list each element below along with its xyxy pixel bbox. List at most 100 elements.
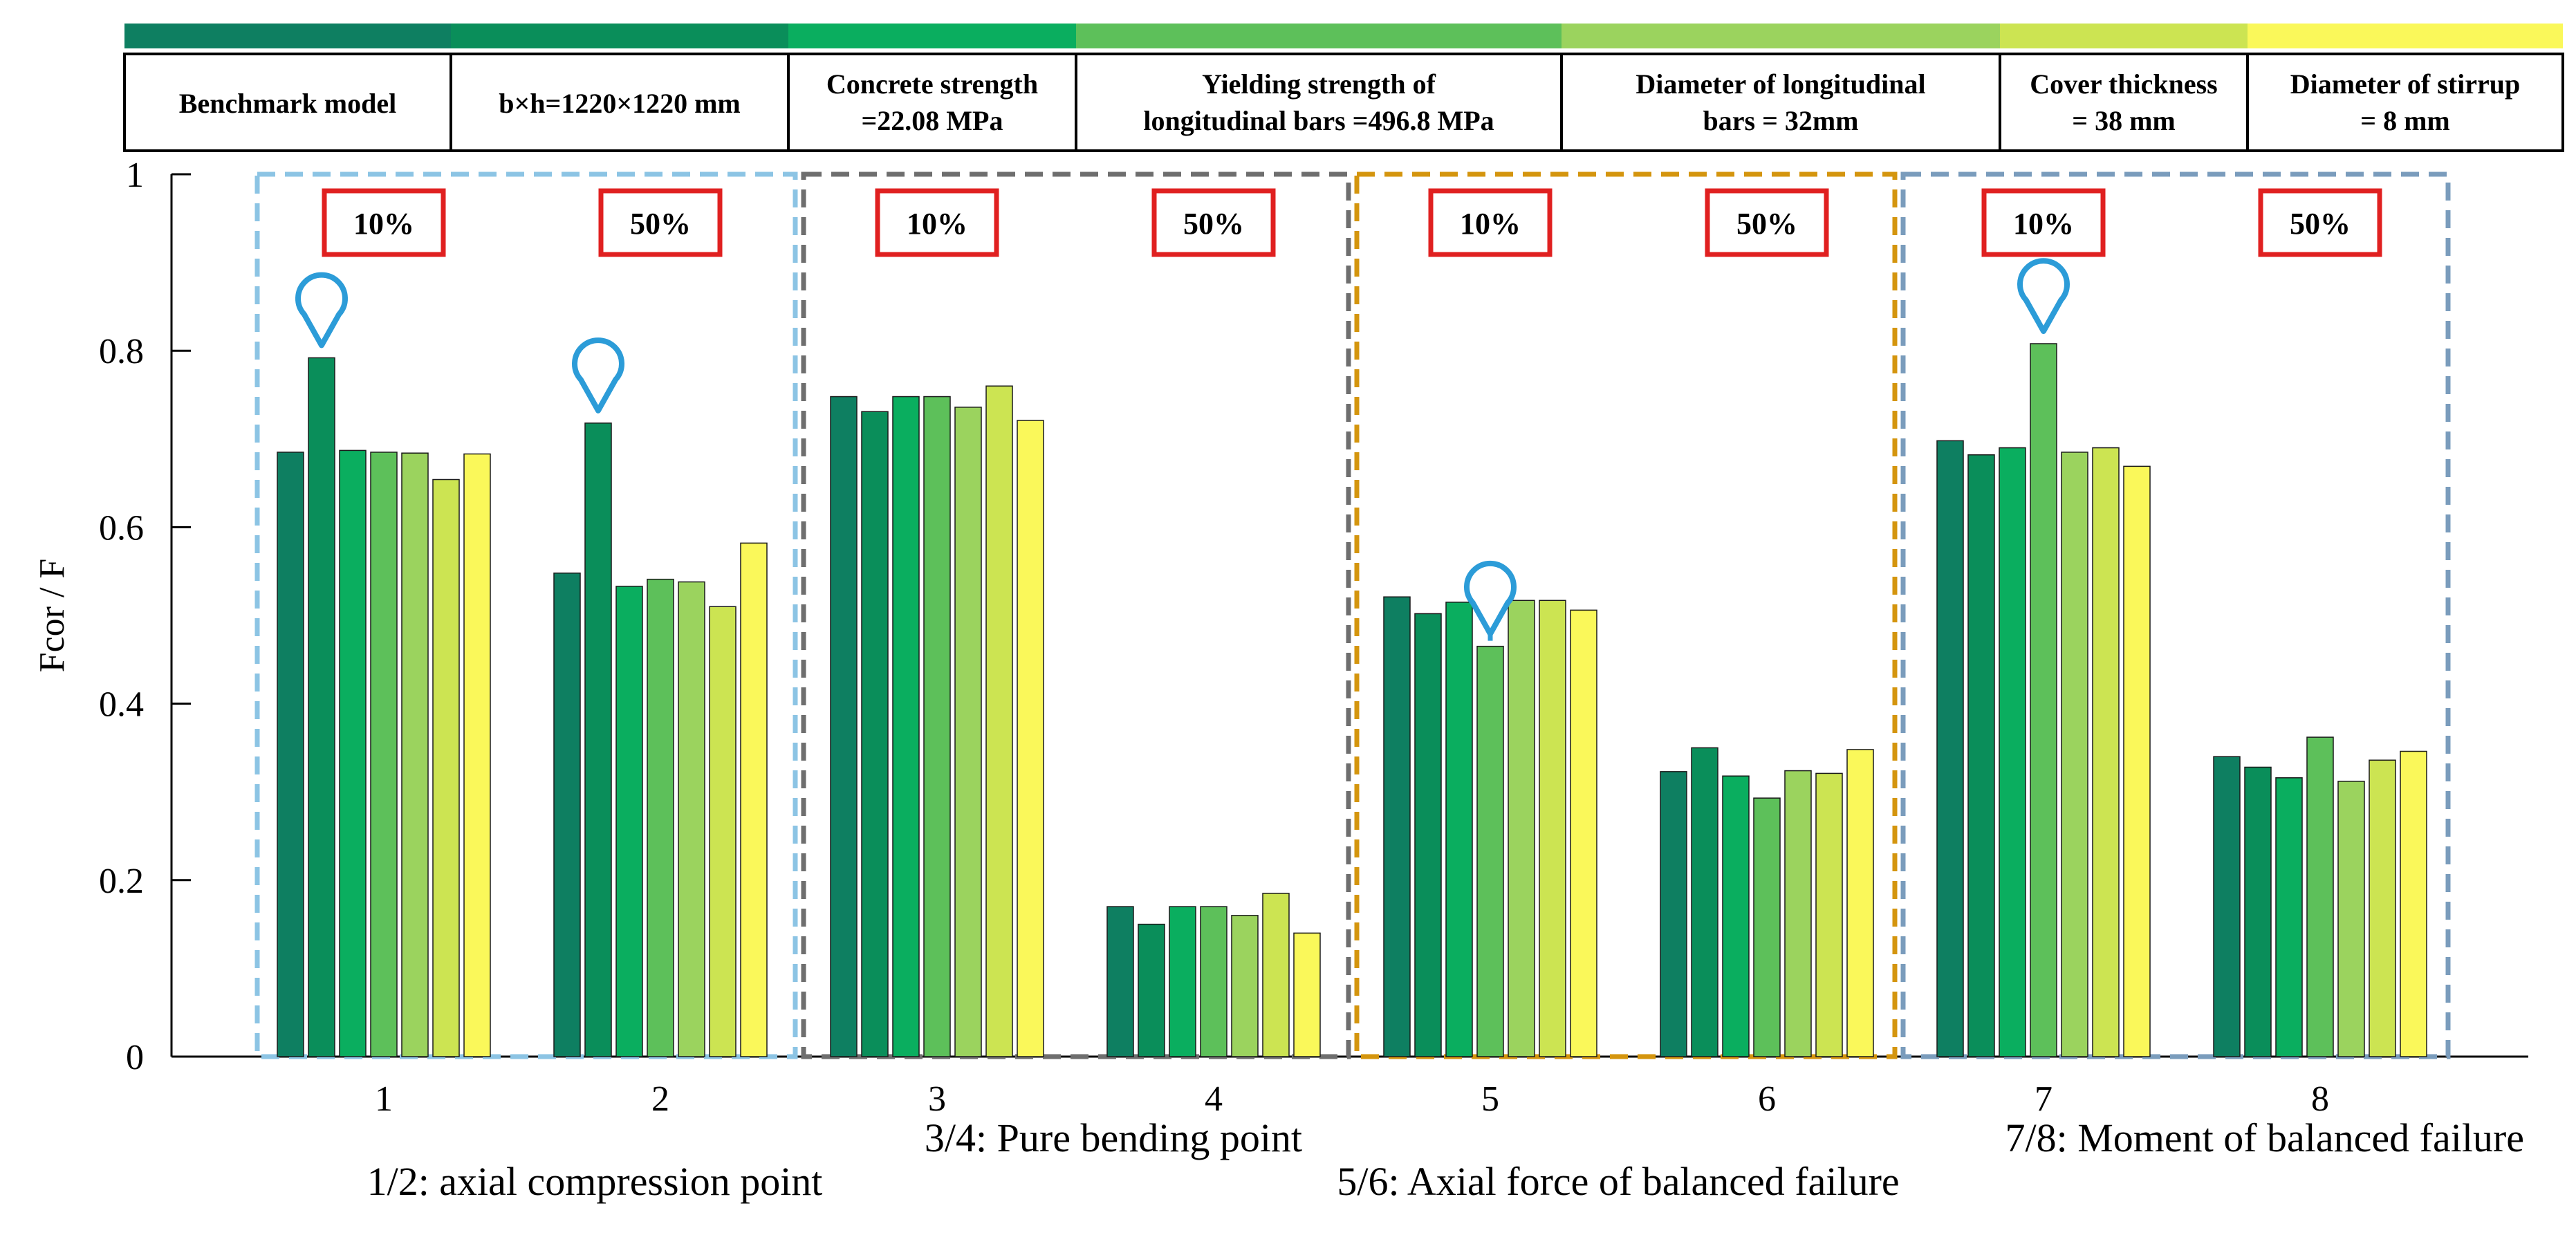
percent-label-box: [2258, 188, 2382, 257]
group-box: [1354, 171, 1898, 1059]
bar: [923, 396, 951, 1057]
percent-label-box: [322, 188, 446, 257]
bar: [1846, 749, 1874, 1057]
bar: [1967, 454, 1995, 1057]
percent-label-box: [875, 188, 999, 257]
y-tick-label: 0.8: [99, 332, 144, 371]
percent-label-box: [1981, 188, 2106, 257]
legend-label: =22.08 MPa: [862, 105, 1003, 136]
bar: [1999, 447, 2026, 1057]
y-tick-label: 0.2: [99, 862, 144, 901]
x-tick-label: 2: [651, 1079, 669, 1119]
legend-label: Benchmark model: [179, 88, 396, 119]
x-tick-label: 7: [2035, 1079, 2053, 1119]
bar: [830, 396, 858, 1057]
percent-label-box: [1705, 188, 1829, 257]
x-tick-label: 4: [1205, 1079, 1223, 1119]
group-box: [801, 171, 1351, 1059]
bar: [401, 452, 429, 1057]
group-box: [1900, 171, 2451, 1059]
x-tick-label: 3: [928, 1079, 946, 1119]
bar: [1815, 772, 1843, 1057]
bar: [1476, 645, 1504, 1057]
percent-label: 10%: [907, 207, 967, 241]
bar: [1691, 747, 1718, 1057]
bar: [1508, 600, 1535, 1057]
bars: [277, 343, 2427, 1057]
bar: [2337, 781, 2365, 1057]
bar: [1106, 906, 1134, 1057]
legend-color-strip: [1076, 24, 1562, 48]
bar: [2306, 736, 2334, 1057]
bar: [1200, 906, 1227, 1057]
bar: [1936, 440, 1964, 1057]
caption: 1/2: axial compression point: [367, 1159, 823, 1204]
legend-label: = 38 mm: [2072, 105, 2175, 136]
bar: [1414, 613, 1442, 1057]
bar: [1445, 602, 1473, 1057]
bar: [553, 573, 581, 1057]
bar: [339, 449, 367, 1057]
bar: [1570, 609, 1597, 1057]
bar: [2400, 750, 2427, 1057]
percent-label: 50%: [630, 207, 691, 241]
legend-label: = 8 mm: [2360, 105, 2449, 136]
y-tick-label: 0.6: [99, 508, 144, 548]
legend-label: b×h=1220×1220 mm: [499, 88, 741, 119]
group-box: [254, 171, 798, 1059]
bar: [2030, 343, 2057, 1057]
bar: [2275, 777, 2303, 1057]
bar: [1293, 932, 1321, 1057]
x-tick-label: 6: [1758, 1079, 1776, 1119]
x-tick-label: 1: [375, 1079, 393, 1119]
bar: [740, 542, 768, 1057]
bar: [1169, 906, 1196, 1057]
marker-pin-icon: [572, 337, 624, 414]
legend-label: Concrete strength: [826, 68, 1038, 100]
bar: [1539, 600, 1566, 1057]
bar: [584, 423, 612, 1057]
legend-label: Yielding strength of: [1202, 68, 1436, 100]
percent-label: 10%: [2013, 207, 2074, 241]
bar: [2123, 465, 2151, 1057]
bar: [1660, 771, 1687, 1057]
bar: [2369, 759, 2396, 1057]
caption: 3/4: Pure bending point: [925, 1115, 1302, 1160]
percent-label: 50%: [1183, 207, 1244, 241]
bar: [2092, 447, 2120, 1057]
marker-pin-icon: [1464, 560, 1517, 637]
y-tick-label: 1: [126, 156, 144, 195]
group-boxes: [254, 171, 2451, 1059]
legend-color-strip: [2000, 24, 2248, 48]
bar: [678, 581, 705, 1057]
bar: [1722, 775, 1750, 1057]
percent-labels: 10% 50% 10% 50% 10% 50% 10% 50%: [322, 188, 2382, 257]
bar: [1383, 596, 1411, 1057]
y-tick-label: 0: [126, 1038, 144, 1077]
bar: [709, 606, 736, 1057]
captions: 3/4: Pure bending point 7/8: Moment of ba…: [367, 1115, 2524, 1204]
legend-label: Diameter of stirrup: [2290, 68, 2521, 100]
percent-label: 10%: [353, 207, 414, 241]
bar: [277, 452, 304, 1057]
legend-color-strip: [124, 24, 451, 48]
bar: [1017, 420, 1044, 1057]
percent-label: 50%: [1736, 207, 1797, 241]
x-tick-label: 8: [2311, 1079, 2329, 1119]
legend-color-strip: [2248, 24, 2563, 48]
caption: 5/6: Axial force of balanced failure: [1337, 1159, 1899, 1204]
legend-color-strip: [451, 24, 788, 48]
legend-cell: [2246, 53, 2564, 152]
legend-label: Diameter of longitudinal: [1636, 68, 1925, 100]
marker-pin-icon: [295, 272, 348, 349]
bar: [308, 357, 335, 1057]
caption: 7/8: Moment of balanced failure: [2005, 1115, 2524, 1160]
legend-label: longitudinal bars =496.8 MPa: [1143, 105, 1494, 136]
legend-label: bars = 32mm: [1703, 105, 1859, 136]
percent-label-box: [1428, 188, 1553, 257]
legend-header: Benchmark model b×h=1220×1220 mm Concrete …: [123, 24, 2564, 152]
bar: [1262, 893, 1290, 1057]
bar: [615, 586, 643, 1057]
x-tick-label: 5: [1481, 1079, 1499, 1119]
